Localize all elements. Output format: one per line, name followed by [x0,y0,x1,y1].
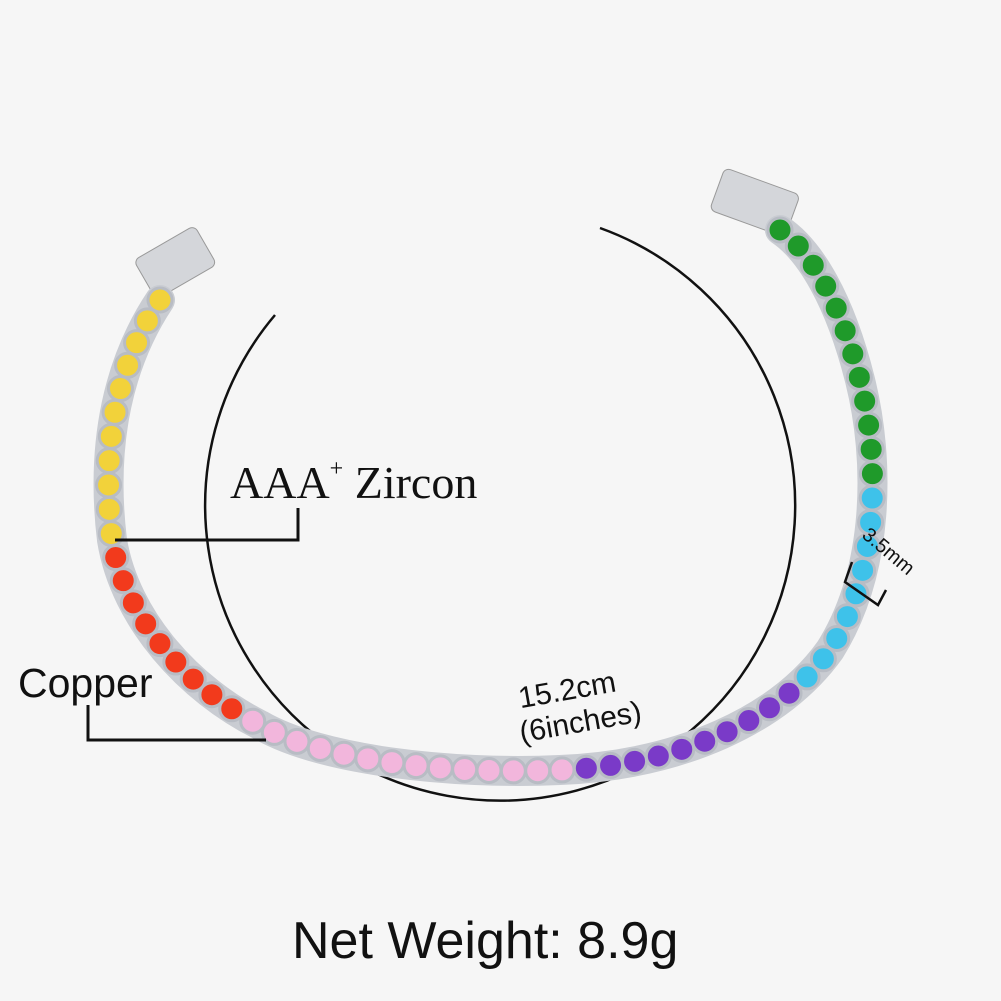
stone-yellow [97,520,125,548]
stone-pink [378,749,406,777]
copper-leader-line [86,705,266,742]
stone-cyan [793,663,821,691]
zircon-leader-line [115,508,300,542]
stone-purple [691,727,719,755]
stone-purple [668,735,696,763]
stone-green [766,216,794,244]
stone-purple [775,679,803,707]
stone-green [857,435,885,463]
stone-purple [621,747,649,775]
stone-green [858,460,886,488]
stone-green [845,363,873,391]
stone-purple [713,718,741,746]
stone-pink [306,734,334,762]
copper-label: Copper [18,660,152,706]
net-weight-label: Net Weight: 8.9g [292,912,678,970]
stone-yellow [123,329,151,357]
stone-cyan [858,484,886,512]
stone-red [119,589,147,617]
stone-yellow [114,351,142,379]
stone-red [162,648,190,676]
stone-green [839,340,867,368]
stone-pink [283,727,311,755]
stone-green [831,317,859,345]
stone-yellow [133,307,161,335]
stone-green [784,232,812,260]
stone-purple [644,742,672,770]
stone-red [146,630,174,658]
zircon-label: AAA+ Zircon [230,456,477,508]
stone-yellow [95,471,123,499]
stone-green [851,387,879,415]
stone-pink [239,707,267,735]
stone-cyan [823,624,851,652]
stone-pink [402,752,430,780]
width-marker [843,561,888,607]
stone-purple [572,754,600,782]
stone-cyan [842,580,870,608]
stone-purple [735,707,763,735]
stone-yellow [95,495,123,523]
stone-pink [426,754,454,782]
stone-pink [260,718,288,746]
stone-cyan [849,556,877,584]
stone-pink [548,756,576,784]
stone-cyan [833,603,861,631]
stone-red [218,695,246,723]
stone-green [812,272,840,300]
stone-yellow [95,447,123,475]
stone-green [799,251,827,279]
stone-green [855,411,883,439]
stone-pink [524,757,552,785]
stone-red [179,665,207,693]
stone-green [822,294,850,322]
stone-yellow [101,398,129,426]
stone-red [102,544,130,572]
stone-pink [330,740,358,768]
stone-purple [597,751,625,779]
stone-pink [475,757,503,785]
stone-purple [756,694,784,722]
stone-cyan [809,645,837,673]
stone-pink [451,755,479,783]
clasp-group [135,168,799,298]
stone-red [198,681,226,709]
stone-red [109,567,137,595]
stone-yellow [97,422,125,450]
clasp-left [135,227,216,298]
stone-red [132,610,160,638]
stone-yellow [106,375,134,403]
circumference-arc [203,226,797,802]
stones-group [95,216,886,785]
stone-pink [499,757,527,785]
stone-pink [354,745,382,773]
stone-yellow [146,286,174,314]
